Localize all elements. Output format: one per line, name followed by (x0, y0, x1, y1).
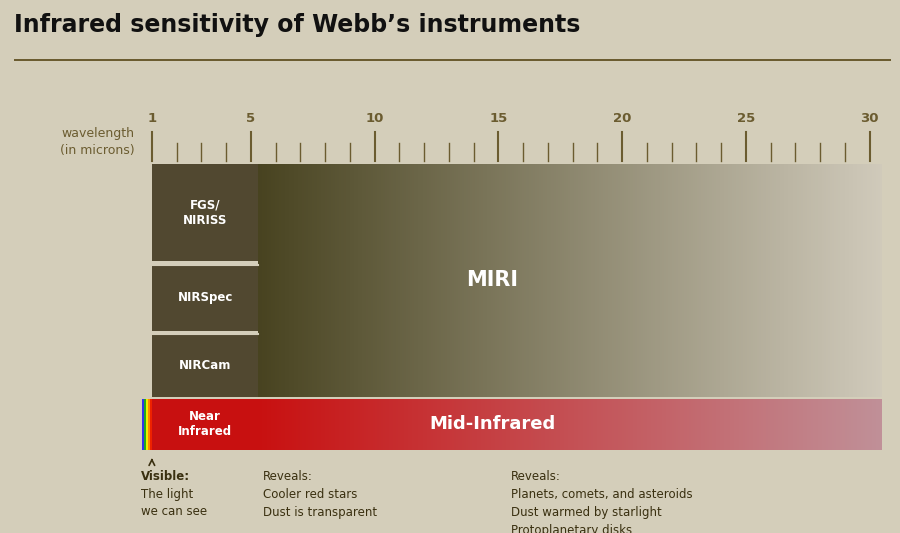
Bar (152, 334, 258, 397)
Text: Reveals:
Planets, comets, and asteroids
Dust warmed by starlight
Protoplanetary : Reveals: Planets, comets, and asteroids … (511, 470, 692, 533)
Text: FGS/
NIRISS: FGS/ NIRISS (183, 198, 228, 227)
Text: 10: 10 (365, 112, 383, 125)
Bar (152, 164, 258, 261)
Text: Near
Infrared: Near Infrared (178, 410, 232, 438)
Text: 20: 20 (613, 112, 631, 125)
Text: Infrared sensitivity of Webb’s instruments: Infrared sensitivity of Webb’s instrumen… (14, 13, 580, 37)
Text: wavelength
(in microns): wavelength (in microns) (60, 127, 135, 157)
Text: 15: 15 (490, 112, 508, 125)
Text: Reveals:
Cooler red stars
Dust is transparent: Reveals: Cooler red stars Dust is transp… (263, 470, 377, 519)
Text: 30: 30 (860, 112, 879, 125)
Text: NIRCam: NIRCam (179, 359, 231, 372)
Bar (152, 264, 258, 330)
Text: Visible:: Visible: (140, 470, 190, 483)
Text: The light
we can see: The light we can see (140, 488, 207, 518)
Text: 5: 5 (247, 112, 256, 125)
Text: Mid-Infrared: Mid-Infrared (429, 415, 555, 433)
Text: NIRSpec: NIRSpec (177, 291, 233, 304)
Text: MIRI: MIRI (466, 270, 518, 290)
Text: 1: 1 (148, 112, 157, 125)
Text: 25: 25 (737, 112, 755, 125)
